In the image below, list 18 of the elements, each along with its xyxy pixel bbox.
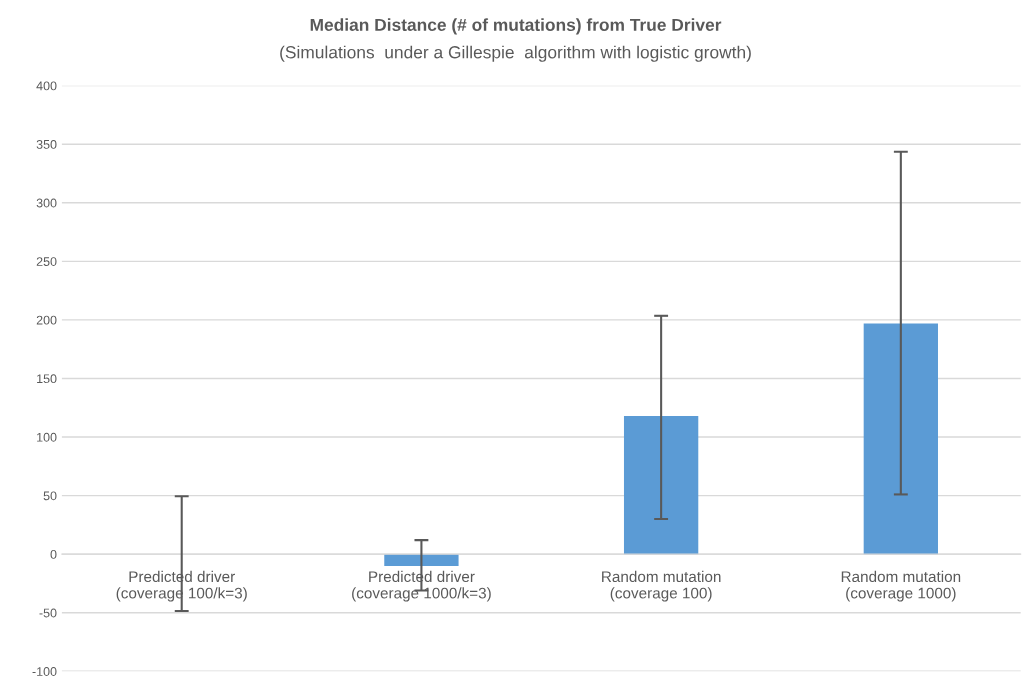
x-tick-label: Random mutation (coverage 100) bbox=[602, 570, 721, 602]
bar bbox=[623, 415, 699, 555]
y-tick-label: 100 bbox=[37, 432, 57, 442]
y-tick-label: -100 bbox=[32, 667, 57, 676]
y-tick-label: 50 bbox=[43, 491, 57, 501]
y-tick-label: 200 bbox=[36, 315, 57, 325]
y-tick-label: 350 bbox=[36, 139, 57, 149]
y-tick-label: -50 bbox=[39, 608, 57, 618]
bar bbox=[863, 323, 938, 555]
chart-subtitle: (Simulations under a Gillespie algorithm with logistic growth) bbox=[280, 45, 751, 62]
y-tick-label: 0 bbox=[50, 549, 57, 559]
bar bbox=[384, 554, 459, 566]
chart-title: Median Distance (# of mutations) from True Driver bbox=[310, 18, 722, 35]
y-tick-label: 400 bbox=[36, 81, 57, 91]
x-tick-label: Random mutation (coverage 1000) bbox=[841, 570, 961, 602]
y-tick-label: 150 bbox=[37, 374, 57, 384]
y-tick-label: 300 bbox=[36, 198, 57, 208]
y-tick-label: 250 bbox=[36, 257, 57, 266]
